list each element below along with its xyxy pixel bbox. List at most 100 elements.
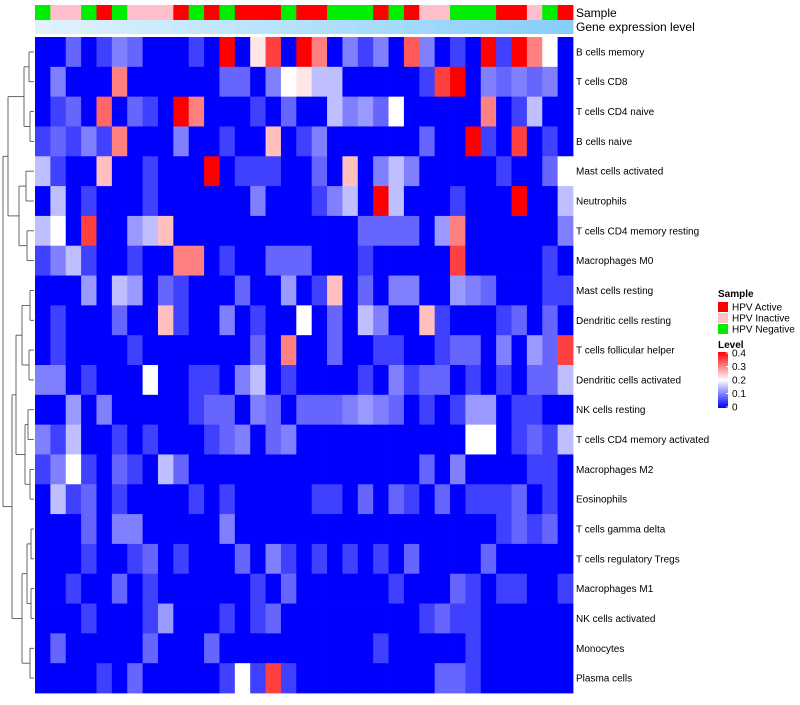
- heatmap-cell: [265, 37, 282, 68]
- heatmap-cell: [419, 156, 436, 187]
- heatmap-cell: [480, 186, 497, 217]
- heatmap-cell: [403, 663, 420, 694]
- heatmap-cell: [188, 514, 205, 545]
- heatmap-cell: [250, 484, 266, 515]
- heatmap-cell: [480, 96, 497, 127]
- heatmap-cell: [265, 186, 282, 217]
- heatmap-cell: [127, 186, 143, 217]
- heatmap-cell: [280, 37, 297, 68]
- heatmap-cell: [280, 96, 297, 127]
- sample-annotation-cell: [388, 5, 405, 20]
- sample-annotation-cell: [234, 5, 251, 20]
- heatmap-cell: [296, 186, 313, 217]
- heatmap-cell: [296, 454, 313, 485]
- heatmap-cell: [357, 633, 374, 664]
- heatmap-cell: [450, 365, 466, 396]
- heatmap-cell: [480, 126, 497, 157]
- heatmap-cell: [65, 603, 82, 634]
- heatmap-cell: [327, 573, 343, 604]
- heatmap-cell: [111, 454, 128, 485]
- heatmap-cell: [327, 245, 343, 276]
- heatmap-cell: [250, 126, 266, 157]
- heatmap-cell: [311, 37, 328, 68]
- heatmap-cell: [157, 335, 174, 366]
- heatmap-cell: [127, 633, 143, 664]
- sample-annotation-cell: [173, 5, 190, 20]
- heatmap-cell: [311, 66, 328, 98]
- heatmap-cell: [480, 484, 497, 515]
- heatmap-cell: [557, 484, 574, 515]
- heatmap-cell: [388, 514, 405, 545]
- heatmap-cell: [250, 543, 266, 575]
- heatmap-cell: [296, 335, 313, 366]
- level-tick-label: 0.2: [732, 376, 746, 387]
- heatmap-cell: [173, 156, 190, 187]
- heatmap-cell: [81, 186, 97, 217]
- sample-annotation-label: Sample: [576, 6, 617, 20]
- heatmap-cell: [250, 96, 266, 127]
- row-dendrogram: [2, 51, 34, 679]
- heatmap-cell: [496, 424, 512, 455]
- heatmap-cell: [511, 275, 528, 306]
- heatmap-cell: [127, 365, 143, 396]
- heatmap-cell: [403, 573, 420, 604]
- heatmap-cell: [65, 215, 82, 247]
- heatmap-cell: [542, 394, 559, 426]
- heatmap-cell: [265, 633, 282, 664]
- heatmap-cell: [81, 424, 97, 455]
- heatmap-cell: [496, 514, 512, 545]
- row-label: T cells CD4 memory activated: [576, 435, 709, 446]
- heatmap-cell: [465, 573, 482, 604]
- gene-annotation-cell: [219, 20, 236, 34]
- heatmap-cell: [419, 454, 436, 485]
- heatmap-cell: [526, 603, 543, 634]
- heatmap-cell: [419, 335, 436, 366]
- heatmap-cell: [81, 365, 97, 396]
- heatmap-cell: [142, 633, 159, 664]
- heatmap-cell: [480, 156, 497, 187]
- heatmap-cell: [511, 37, 528, 68]
- sample-legend-swatch: [718, 313, 728, 323]
- heatmap-cell: [526, 215, 543, 247]
- heatmap-cell: [526, 573, 543, 604]
- heatmap-cell: [373, 96, 389, 127]
- row-label: Monocytes: [576, 644, 624, 655]
- heatmap-cell: [496, 335, 512, 366]
- heatmap-cell: [403, 66, 420, 98]
- heatmap-cell: [142, 126, 159, 157]
- gene-annotation-label: Gene expression level: [576, 20, 695, 34]
- heatmap-cell: [127, 126, 143, 157]
- heatmap-cell: [157, 37, 174, 68]
- heatmap-cell: [280, 66, 297, 98]
- heatmap-cell: [188, 66, 205, 98]
- heatmap-cell: [403, 424, 420, 455]
- heatmap-cell: [81, 66, 97, 98]
- heatmap-cell: [96, 156, 113, 187]
- heatmap-cell: [35, 454, 51, 485]
- heatmap-cell: [419, 126, 436, 157]
- heatmap-cell: [434, 603, 451, 634]
- heatmap-cell: [234, 215, 251, 247]
- heatmap-cell: [388, 603, 405, 634]
- heatmap-cell: [403, 37, 420, 68]
- heatmap-cell: [311, 454, 328, 485]
- heatmap-cell: [480, 245, 497, 276]
- heatmap-cell: [81, 275, 97, 306]
- heatmap-cell: [219, 335, 236, 366]
- heatmap-cell: [111, 186, 128, 217]
- heatmap-cell: [311, 96, 328, 127]
- row-label: Macrophages M2: [576, 465, 654, 476]
- heatmap-cell: [142, 514, 159, 545]
- gene-annotation-cell: [204, 20, 220, 34]
- heatmap-cell: [388, 543, 405, 575]
- heatmap-cell: [35, 215, 51, 247]
- heatmap-cell: [542, 484, 559, 515]
- heatmap-cell: [50, 454, 67, 485]
- heatmap-cell: [327, 543, 343, 575]
- sample-annotation-cell: [265, 5, 282, 20]
- heatmap-cell: [65, 37, 82, 68]
- heatmap-cell: [465, 484, 482, 515]
- heatmap-cell: [234, 424, 251, 455]
- heatmap-cell: [434, 573, 451, 604]
- heatmap-cell: [450, 305, 466, 336]
